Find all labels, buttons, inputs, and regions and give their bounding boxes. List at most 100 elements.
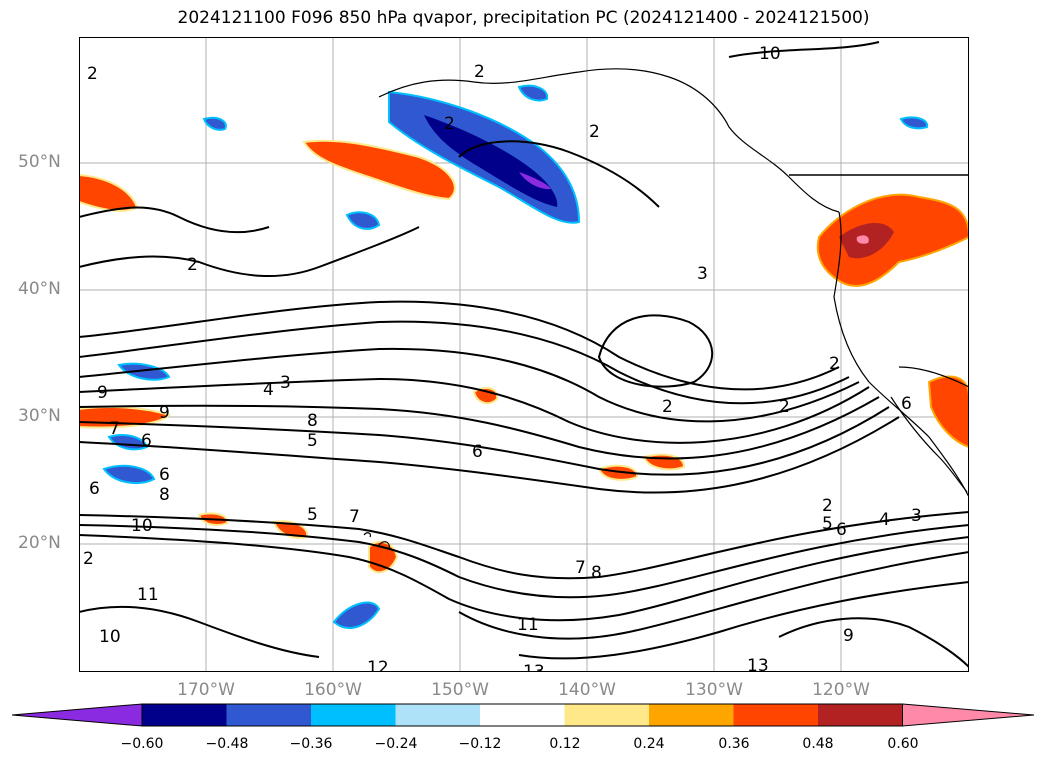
contour-label: 13 — [523, 662, 545, 672]
contour-label: 8 — [307, 411, 318, 431]
contour-label: 2 — [444, 114, 455, 134]
contour-label: 2 — [822, 496, 833, 516]
contour-label: 11 — [137, 585, 159, 605]
shade-negative-south-1 — [332, 601, 381, 629]
contour-trop-4 — [458, 551, 969, 640]
qvapor-contours — [79, 41, 969, 668]
contour-labels: 10 2 2 2 2 2 2 3 2 4 3 9 9 7 6 8 5 6 6 6… — [83, 44, 922, 672]
contour-trop-1 — [79, 511, 969, 580]
colorbar-tick-label: 0.24 — [633, 736, 665, 752]
contour-label: 9 — [97, 383, 108, 403]
contour-label: 5 — [822, 514, 833, 534]
contour-label: 12 — [367, 658, 389, 672]
colorbar-segment — [818, 704, 903, 726]
contour-label: 13 — [747, 656, 769, 672]
contour-trop-3 — [79, 534, 969, 622]
contour-label: 7 — [575, 558, 586, 578]
colorbar-segment — [226, 704, 311, 726]
contour-label: 2 — [474, 62, 485, 82]
colorbar-segment — [733, 704, 818, 726]
lon-label-130w: 130°W — [685, 680, 743, 700]
colorbar-segment — [311, 704, 396, 726]
contour-label: 10 — [131, 516, 153, 536]
shade-positive-baja — [927, 375, 969, 449]
shade-positive-california-peak — [856, 235, 869, 244]
contour-label: 2 — [589, 122, 600, 142]
contour-label: 10 — [99, 627, 121, 647]
shade-negative-west-1 — [117, 362, 171, 381]
shade-negative-west-3 — [102, 464, 156, 485]
colorbar-tick-label: −0.24 — [374, 736, 418, 752]
lon-label-170w: 170°W — [177, 680, 235, 700]
contour-label: 7 — [109, 419, 120, 439]
contour-label: 6 — [159, 465, 170, 485]
coast-alaska — [378, 68, 840, 213]
lon-label-150w: 150°W — [431, 680, 489, 700]
contour-mid-7 — [79, 416, 900, 494]
contour-label: 6 — [836, 520, 847, 540]
contour-label: 9 — [843, 626, 854, 646]
contour-label: 4 — [263, 380, 274, 400]
contour-label: 3 — [911, 506, 922, 526]
contour-mid-2 — [79, 320, 850, 405]
contour-mid-6 — [79, 406, 890, 476]
contour-label: 8 — [159, 485, 170, 505]
colorbar-tick-label: −0.36 — [289, 736, 333, 752]
contour-label: 6 — [901, 394, 912, 414]
contour-top-right — [728, 41, 880, 58]
contour-label: 2 — [87, 64, 98, 84]
contour-ne-loop — [597, 314, 714, 388]
shade-negative-mid-2 — [517, 84, 549, 102]
coast-border-mexico — [898, 366, 969, 388]
colorbar-segment — [564, 704, 649, 726]
colorbar-tick-label: 0.12 — [549, 736, 581, 752]
map-canvas: 10 2 2 2 2 2 2 3 2 4 3 9 9 7 6 8 5 6 6 6… — [79, 37, 969, 672]
shade-positive-subtropical-3 — [472, 386, 499, 405]
colorbar-segments — [12, 703, 1035, 727]
shade-positive-california — [816, 193, 969, 287]
map-title: 2024121100 F096 850 hPa qvapor, precipit… — [177, 8, 870, 28]
contour-mid-4 — [79, 377, 870, 444]
contour-se-loop — [778, 617, 969, 668]
contour-mid-1 — [79, 300, 840, 391]
contour-label: 2 — [779, 397, 790, 417]
colorbar-segment — [649, 704, 734, 726]
contour-north-1 — [79, 226, 420, 278]
shade-negative-mid-1 — [345, 211, 381, 230]
contour-label: 5 — [307, 431, 318, 451]
shade-positive-subtropical-1 — [597, 464, 639, 481]
contour-label: 6 — [141, 431, 152, 451]
colorbar-tick-label: −0.48 — [205, 736, 249, 752]
contour-label: 6 — [89, 479, 100, 499]
colorbar-extend-max — [902, 703, 1035, 727]
colorbar-segment — [395, 704, 480, 726]
lon-label-160w: 160°W — [304, 680, 362, 700]
lat-label-30n: 30°N — [18, 406, 61, 426]
precip-shading — [79, 84, 969, 629]
colorbar-outline — [141, 703, 903, 727]
shade-negative-gulf-alaska-core — [424, 115, 558, 207]
shade-positive-subtropical-2 — [642, 453, 686, 471]
map-panel[interactable]: 10 2 2 2 2 2 2 3 2 4 3 9 9 7 6 8 5 6 6 6… — [79, 37, 969, 672]
colorbar-segment — [480, 704, 565, 726]
contour-label: 8 — [591, 563, 602, 583]
colorbar-tick-label: 0.60 — [887, 736, 919, 752]
shade-negative-south-2 — [202, 116, 227, 131]
lon-label-140w: 140°W — [558, 680, 616, 700]
colorbar-extend-min — [12, 703, 143, 727]
colorbar-tick-label: 0.48 — [802, 736, 834, 752]
lat-label-20n: 20°N — [18, 533, 61, 553]
coast-baja — [890, 396, 968, 493]
contour-label: 2 — [662, 397, 673, 417]
colorbar-segment — [142, 704, 227, 726]
contour-nw-loop — [458, 140, 660, 208]
contour-trop-2 — [79, 524, 969, 599]
colorbar-tick-label: 0.36 — [718, 736, 750, 752]
contour-south-loop — [79, 605, 320, 658]
contour-label: 5 — [307, 505, 318, 525]
shade-positive-west-edge — [79, 173, 139, 212]
lat-label-40n: 40°N — [18, 279, 61, 299]
contour-mid-5 — [79, 396, 880, 460]
lon-label-120w: 120°W — [812, 680, 870, 700]
contour-label: 3 — [280, 373, 291, 393]
